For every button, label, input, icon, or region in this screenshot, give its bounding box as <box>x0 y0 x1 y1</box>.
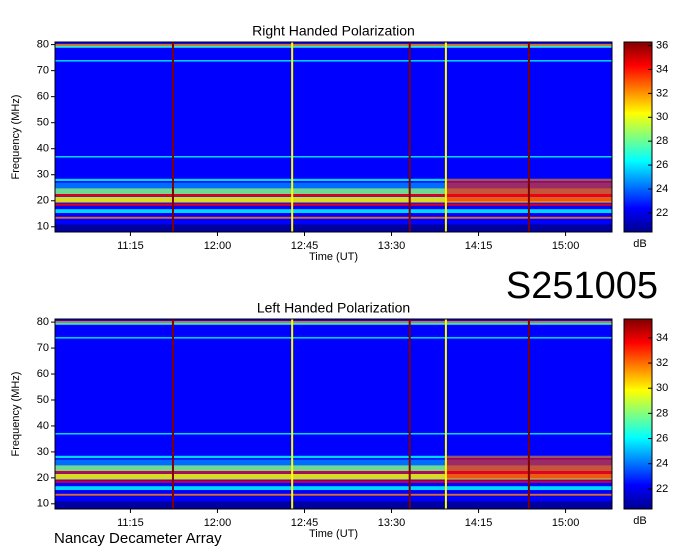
spectrogram-stripe <box>527 319 530 509</box>
colorbar-tick-label: 24 <box>656 458 668 470</box>
spectrogram-band <box>55 493 612 496</box>
colorbar-label: dB <box>633 238 646 250</box>
y-tick-label: 40 <box>37 143 49 155</box>
x-tick-label: 12:45 <box>291 517 319 529</box>
spectrogram-stripe <box>291 42 294 232</box>
spectrogram-band <box>55 194 612 197</box>
spectrogram-band <box>55 209 612 213</box>
x-tick-label: 13:30 <box>378 240 406 252</box>
y-tick-label: 70 <box>37 65 49 77</box>
colorbar-tick-label: 22 <box>656 207 668 219</box>
y-tick-label: 70 <box>37 342 49 354</box>
spectrogram-band <box>55 337 612 339</box>
x-tick-label: 15:00 <box>552 517 580 529</box>
spectrogram-band <box>55 473 612 480</box>
spectrogram-band <box>55 501 612 509</box>
spectrogram-stripe <box>444 42 447 232</box>
spectrogram-stripe <box>171 319 174 509</box>
y-tick-label: 60 <box>37 368 49 380</box>
colorbar-tick-label: 26 <box>656 432 668 444</box>
spectrogram-stripe <box>291 319 294 509</box>
spectrogram-band <box>55 471 612 474</box>
colorbar-tick-label: 34 <box>656 63 668 75</box>
y-tick-label: 10 <box>37 221 49 233</box>
x-tick-label: 14:15 <box>465 517 493 529</box>
spectrogram-band <box>55 188 612 194</box>
spectrogram-band <box>55 156 612 158</box>
colorbar-tick-label: 34 <box>656 332 668 344</box>
y-tick-label: 30 <box>37 169 49 181</box>
colorbar <box>623 318 653 510</box>
y-tick-label: 80 <box>37 316 49 328</box>
x-axis-label: Time (UT) <box>309 528 358 540</box>
spectrogram-band <box>55 224 612 232</box>
spectrogram-band <box>55 465 612 471</box>
x-tick-label: 12:00 <box>204 517 232 529</box>
colorbar <box>623 41 653 233</box>
spectrogram-stripe <box>444 319 447 509</box>
plot-frame <box>54 318 613 510</box>
y-tick-label: 50 <box>37 117 49 129</box>
colorbar-tick-label: 32 <box>656 357 668 369</box>
x-tick-label: 15:00 <box>552 240 580 252</box>
y-tick-label: 50 <box>37 394 49 406</box>
panel-title: Right Handed Polarization <box>252 23 415 39</box>
spectrogram-stripe <box>171 42 174 232</box>
x-tick-label: 11:15 <box>117 517 144 529</box>
spectrogram-band <box>55 455 612 459</box>
y-tick-label: 30 <box>37 446 49 458</box>
spectrogram-band <box>55 45 612 48</box>
colorbar-tick-label: 24 <box>656 183 668 195</box>
spectrogram-band <box>55 196 612 203</box>
colorbar-label: dB <box>633 515 646 527</box>
y-tick-label: 60 <box>37 91 49 103</box>
y-tick-label: 20 <box>37 472 49 484</box>
spectrogram-stripe <box>408 319 411 509</box>
plot-frame <box>54 41 613 233</box>
colorbar-tick-label: 32 <box>656 87 668 99</box>
spectrogram-stripe <box>527 42 530 232</box>
colorbar-tick-label: 22 <box>656 483 668 495</box>
colorbar-tick-label: 28 <box>656 407 668 419</box>
x-tick-label: 11:15 <box>117 240 144 252</box>
x-tick-label: 12:45 <box>291 240 319 252</box>
spectrogram-band <box>55 216 612 219</box>
spectrogram-band <box>55 203 612 206</box>
colorbar-tick-label: 36 <box>656 39 668 51</box>
colorbar-tick-label: 30 <box>656 111 668 123</box>
x-tick-label: 14:15 <box>465 240 493 252</box>
spectrogram-band <box>55 322 612 325</box>
y-tick-label: 40 <box>37 420 49 432</box>
spectrogram-band <box>55 433 612 435</box>
y-axis-label: Frequency (MHz) <box>10 372 22 457</box>
spectrogram-band <box>55 459 612 466</box>
x-tick-label: 12:00 <box>204 240 232 252</box>
x-tick-label: 13:30 <box>378 517 406 529</box>
colorbar-tick-label: 28 <box>656 135 668 147</box>
colorbar-tick-label: 30 <box>656 382 668 394</box>
spectrogram-band <box>55 486 612 490</box>
spectrogram-band <box>55 60 612 62</box>
spectrogram-band <box>55 480 612 483</box>
y-tick-label: 20 <box>37 195 49 207</box>
spectrogram-band <box>55 182 612 189</box>
y-tick-label: 80 <box>37 39 49 51</box>
colorbar-tick-label: 26 <box>656 159 668 171</box>
y-tick-label: 10 <box>37 498 49 510</box>
panel-title: Left Handed Polarization <box>257 300 410 316</box>
spectrogram-band <box>55 178 612 182</box>
x-axis-label: Time (UT) <box>309 251 358 263</box>
spectrogram-stripe <box>408 42 411 232</box>
y-axis-label: Frequency (MHz) <box>10 95 22 180</box>
observatory: Nancay Decameter Array <box>54 530 222 547</box>
event-id: S251005 <box>506 265 658 307</box>
